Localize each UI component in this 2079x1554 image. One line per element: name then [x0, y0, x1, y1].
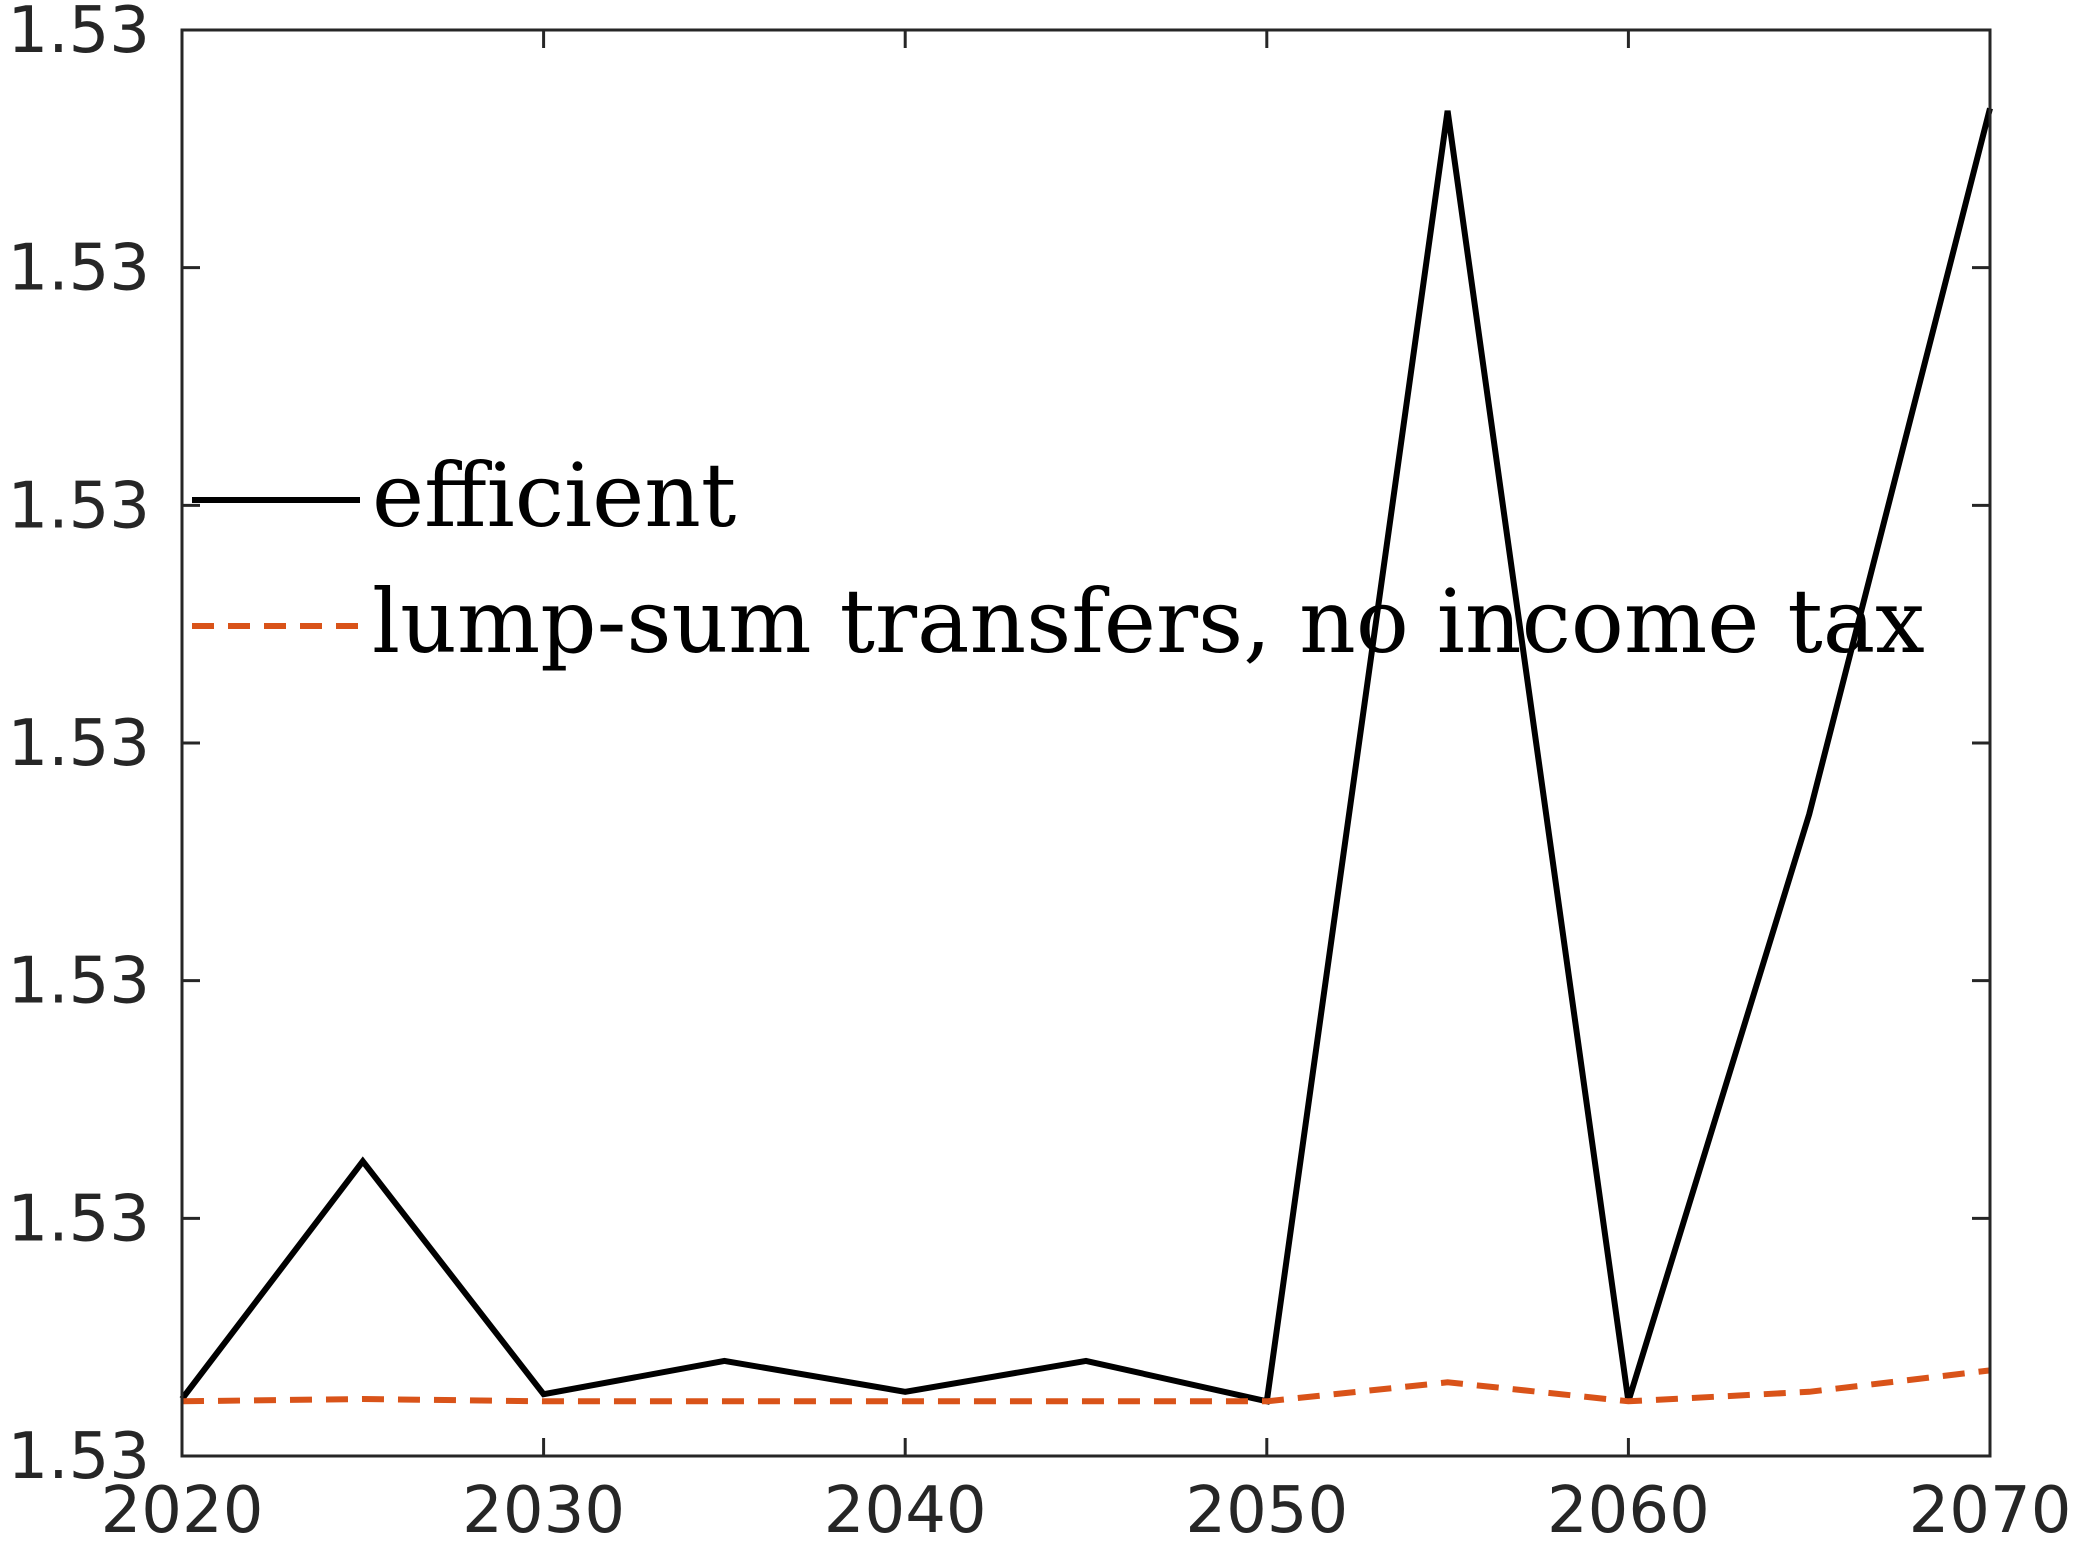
y-tick-label: 1.53 — [8, 469, 151, 543]
x-tick-label: 2040 — [824, 1474, 987, 1548]
series-line-1 — [181, 1367, 1991, 1405]
legend-label-0: efficient — [372, 444, 736, 547]
x-tick-label: 2030 — [462, 1474, 625, 1548]
series-line-0 — [179, 107, 1993, 1405]
y-tick-label: 1.53 — [8, 945, 151, 1019]
x-tick-label: 2020 — [101, 1474, 264, 1548]
x-tick-label: 2050 — [1185, 1474, 1348, 1548]
legend: efficient lump-sum transfers, no income t… — [192, 444, 1925, 673]
legend-label-1: lump-sum transfers, no income tax — [372, 570, 1925, 673]
plot-area — [182, 30, 1990, 1456]
tick-layer: 2020 2030 2040 2050 2060 2070 1.53 1.53 1.53 1.53… — [8, 0, 2072, 1548]
x-tick-label: 2070 — [1909, 1474, 2072, 1548]
axes-box — [180, 28, 1992, 1458]
series-layer — [179, 107, 1993, 1405]
y-tick-label: 1.53 — [8, 1182, 151, 1256]
y-tick-label: 1.53 — [8, 707, 151, 781]
x-tick-label: 2060 — [1547, 1474, 1710, 1548]
y-tick-label: 1.53 — [8, 0, 151, 68]
y-tick-label: 1.53 — [8, 1420, 151, 1494]
y-tick-label: 1.53 — [8, 232, 151, 306]
